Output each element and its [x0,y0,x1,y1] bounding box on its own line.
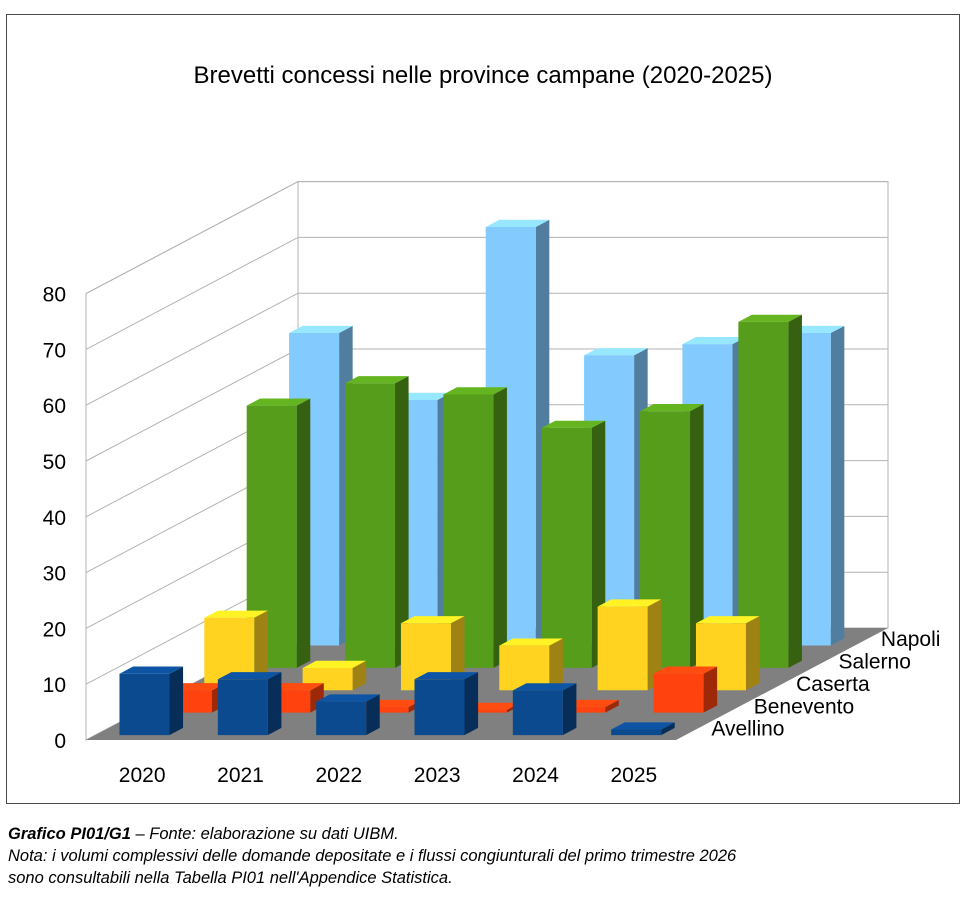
bar-avellino-2021 [218,672,282,735]
bar-face [563,683,577,735]
bar-face [297,398,311,667]
y-tick-label: 30 [43,563,66,586]
bar-salerno-2023 [542,421,606,668]
y-tick-label: 80 [43,284,66,307]
caption-label: Grafico PI01/G1 [8,825,131,843]
y-tick-label: 0 [54,730,66,753]
bar-face [414,679,464,735]
bar-face [366,694,380,735]
bar-salerno-2025 [738,315,802,668]
x-tick-label: 2022 [315,764,362,787]
series-label: Benevento [754,695,854,718]
bar-face [493,387,507,668]
caption-note-line1: Nota: i volumi complessivi delle domande… [8,845,960,867]
x-tick-label: 2024 [512,764,559,787]
bar-face [119,674,169,735]
figure-caption: Grafico PI01/G1 – Fonte: elaborazione su… [8,823,960,889]
bar-face [316,702,366,735]
bar-face [549,638,563,690]
x-tick-label: 2025 [610,764,657,787]
bar-face [513,690,563,735]
y-tick-label: 50 [43,451,66,474]
series-label: Avellino [711,718,784,741]
y-tick-label: 40 [43,507,66,530]
x-tick-label: 2023 [414,764,461,787]
series-label: Salerno [839,650,911,673]
bar-face [831,326,845,646]
series-label: Caserta [796,673,870,696]
bar-face [611,729,661,735]
bar-face [464,672,478,735]
bar-face [654,674,704,713]
y-tick-label: 60 [43,395,66,418]
bar-avellino-2024 [513,683,577,735]
bar-avellino-2020 [119,667,183,736]
bar-face [738,322,788,668]
y-tick-label: 10 [43,674,66,697]
bar-caserta-2023 [499,638,563,690]
bar-face [704,666,718,712]
caption-note-line2: sono consultabili nella Tabella PI01 nel… [8,867,960,889]
series-label: Napoli [881,628,941,651]
chart-title: Brevetti concessi nelle province campane… [6,62,960,90]
caption-source: – Fonte: elaborazione su dati UIBM. [131,825,399,843]
bar-face [788,315,802,668]
y-tick-label: 20 [43,618,66,641]
bar-avellino-2022 [316,694,380,735]
bar-face [746,616,760,690]
bar-caserta-2024 [598,599,662,690]
bar-face [598,607,648,691]
x-tick-label: 2020 [119,764,166,787]
bar-face [218,679,268,735]
x-tick-label: 2021 [217,764,264,787]
bar-benevento-2025 [654,666,718,712]
bar-salerno-2021 [345,376,409,668]
bar-face [169,667,183,736]
bar-face [542,428,592,668]
bar-face [345,383,395,668]
bar-face [268,672,282,735]
bar-avellino-2023 [414,672,478,735]
y-tick-label: 70 [43,339,66,362]
